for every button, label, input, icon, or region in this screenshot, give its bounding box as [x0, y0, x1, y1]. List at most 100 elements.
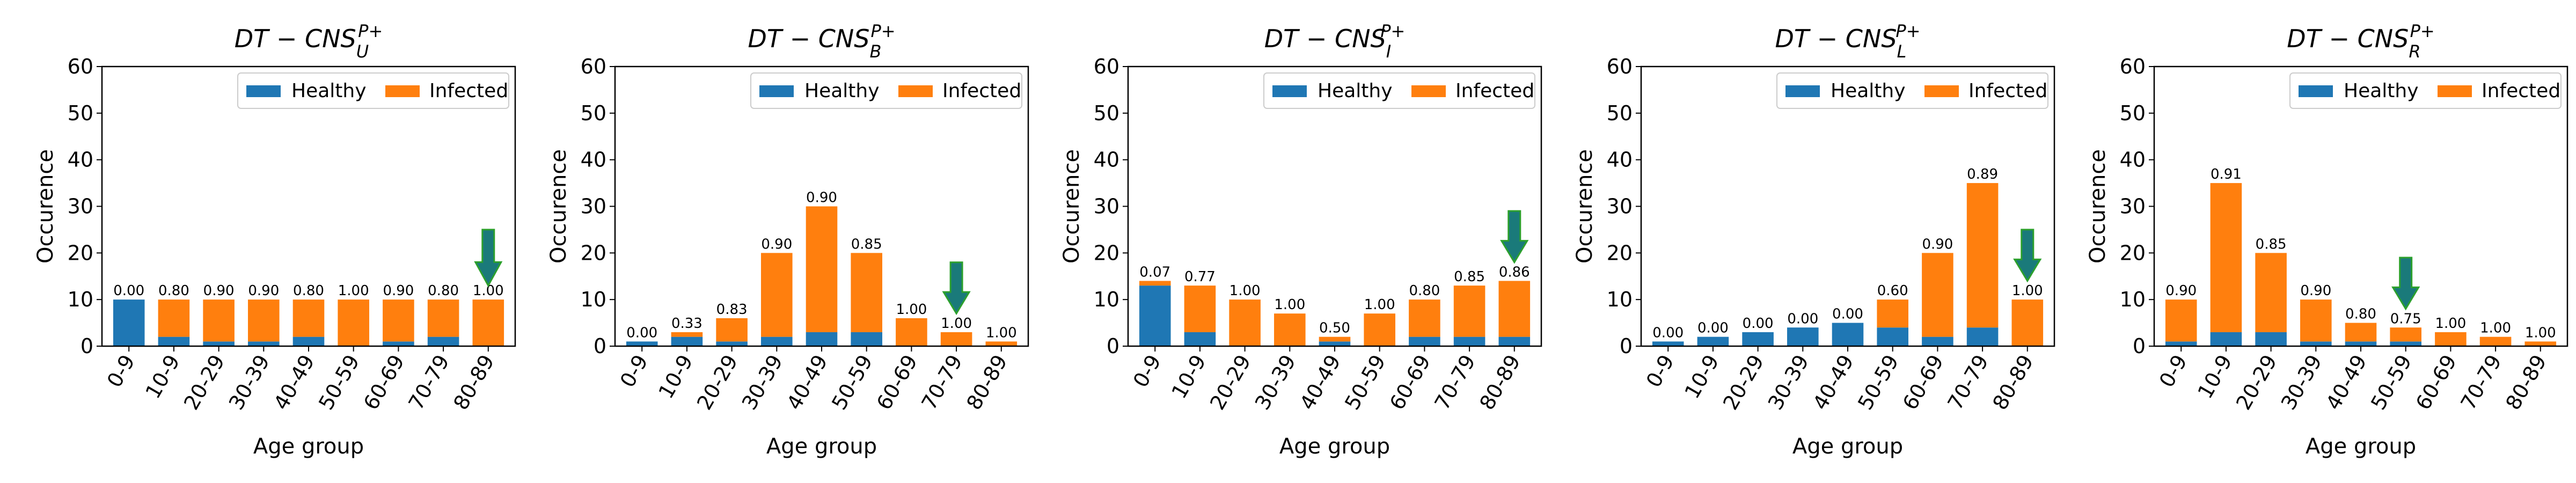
- y-tick-label: 0: [1620, 334, 1633, 358]
- y-axis-label: Occurence: [1059, 149, 1084, 264]
- x-tick-label: 0-9: [103, 351, 140, 392]
- y-tick-label: 50: [2120, 101, 2146, 125]
- bar-infected: [985, 341, 1018, 346]
- bar-data-label: 0.83: [716, 302, 748, 318]
- bar-data-label: 1.00: [941, 316, 972, 332]
- y-tick-label: 40: [581, 148, 606, 172]
- bar-infected: [1966, 183, 1999, 328]
- bar-data-label: 0.00: [1787, 311, 1818, 327]
- bar-data-label: 0.00: [1652, 325, 1684, 341]
- x-tick-label: 70-79: [1430, 351, 1480, 414]
- bar-data-label: 0.00: [1832, 306, 1863, 323]
- bar-healthy: [1832, 323, 1864, 346]
- bar-infected: [2011, 299, 2044, 346]
- bar-healthy: [248, 341, 280, 346]
- bar-infected: [806, 206, 838, 332]
- bar-healthy: [1498, 336, 1531, 346]
- x-tick-label: 10-9: [1680, 351, 1723, 403]
- x-tick-label: 20-29: [692, 351, 742, 414]
- bar-infected: [1274, 313, 1306, 346]
- legend: Healthy Infected: [237, 72, 509, 109]
- bar-data-label: 0.90: [203, 283, 235, 299]
- x-tick-label: 80-89: [1988, 351, 2038, 414]
- bar-healthy: [113, 299, 145, 346]
- bar-data-label: 0.33: [671, 316, 702, 332]
- bar-data-label: 0.90: [2165, 283, 2197, 299]
- y-tick-label: 60: [2120, 55, 2146, 78]
- bar-infected: [383, 299, 414, 342]
- bar-infected: [2300, 299, 2332, 342]
- legend-label-infected: Infected: [429, 80, 508, 102]
- legend-label-healthy: Healthy: [291, 80, 367, 102]
- y-axis-label: Occurence: [2085, 149, 2110, 264]
- bar-infected: [671, 332, 703, 337]
- bar-data-label: 0.86: [1499, 264, 1530, 280]
- bar-healthy: [761, 336, 793, 346]
- bar-data-label: 1.00: [1364, 297, 1395, 313]
- chart-panel-4: DT − CNSLP+ 0 10 20 30 40 50 60 Occurence 0.00 0-9…: [1572, 21, 2055, 459]
- bar-data-label: 0.50: [1319, 320, 1350, 336]
- bar-data-label: 0.07: [1139, 264, 1170, 280]
- bar-data-label: 1.00: [896, 302, 927, 318]
- axes-frame: [2153, 65, 2568, 347]
- x-tick-label: 40-49: [782, 351, 832, 414]
- legend-label-infected: Infected: [1968, 80, 2047, 102]
- x-tick-label: 10-9: [654, 351, 697, 403]
- bar-data-label: 1.00: [2435, 316, 2466, 332]
- bar-infected: [851, 253, 882, 332]
- x-tick-label: 50-59: [1853, 351, 1903, 414]
- y-tick-label: 10: [2120, 288, 2146, 311]
- bar-infected: [940, 332, 972, 346]
- bar-infected: [427, 299, 459, 337]
- bar-infected: [1184, 286, 1216, 332]
- bar-infected: [158, 299, 190, 337]
- x-axis-label: Age group: [2306, 434, 2416, 459]
- y-tick-label: 40: [2120, 148, 2146, 172]
- legend-box: [237, 72, 509, 109]
- bar-data-label: 0.91: [2211, 166, 2242, 182]
- y-tick-label: 60: [68, 55, 93, 78]
- legend-label-infected: Infected: [1455, 80, 1534, 102]
- x-tick-label: 20-29: [1205, 351, 1255, 414]
- legend-swatch-infected: [1411, 85, 1446, 97]
- bar-data-label: 0.00: [113, 283, 144, 299]
- chart-title: DT − CNSLP+: [1775, 21, 1921, 62]
- bar-healthy: [2165, 341, 2197, 346]
- y-tick-label: 20: [2120, 241, 2146, 265]
- bar-data-label: 0.00: [1697, 320, 1729, 336]
- legend-swatch-healthy: [759, 85, 794, 97]
- chart-title: DT − CNSRP+: [2287, 21, 2434, 62]
- x-tick-label: 80-89: [449, 351, 499, 414]
- chart-panel-1: DT − CNSUP+ 0 10 20 30 40 50 60 Occurence 0.00 0-9…: [33, 21, 516, 459]
- bar-infected: [1922, 253, 1953, 337]
- x-tick-label: 30-39: [737, 351, 787, 414]
- bar-data-label: 1.00: [2525, 325, 2556, 341]
- x-tick-label: 80-89: [962, 351, 1012, 414]
- bar-healthy: [383, 341, 414, 346]
- bar-data-label: 1.00: [338, 283, 369, 299]
- legend-swatch-healthy: [1272, 85, 1307, 97]
- bar-data-label: 0.80: [2345, 306, 2376, 323]
- x-tick-label: 50-59: [1340, 351, 1390, 414]
- x-tick-label: 20-29: [179, 351, 229, 414]
- bar-data-label: 0.77: [1184, 269, 1216, 285]
- bar-data-label: 1.00: [1230, 283, 1261, 299]
- x-tick-label: 60-69: [1898, 351, 1948, 414]
- bar-infected: [1364, 313, 1395, 346]
- bar-healthy: [2255, 332, 2287, 346]
- x-tick-label: 0-9: [2155, 351, 2192, 392]
- bar-infected: [1498, 281, 1531, 337]
- bar-infected: [2210, 183, 2242, 332]
- y-axis-label: Occurence: [546, 149, 571, 264]
- bar-data-label: 0.60: [1877, 283, 1908, 299]
- y-tick-label: 0: [80, 334, 93, 358]
- legend-label-healthy: Healthy: [2344, 80, 2419, 102]
- bar-healthy: [203, 341, 235, 346]
- bar-data-label: 0.85: [1454, 269, 1485, 285]
- y-tick-label: 50: [1607, 101, 1633, 125]
- bar-healthy: [158, 336, 190, 346]
- bar-healthy: [626, 341, 658, 346]
- x-tick-label: 20-29: [2231, 351, 2281, 414]
- y-tick-label: 10: [1607, 288, 1633, 311]
- bar-data-label: 1.00: [2480, 320, 2511, 336]
